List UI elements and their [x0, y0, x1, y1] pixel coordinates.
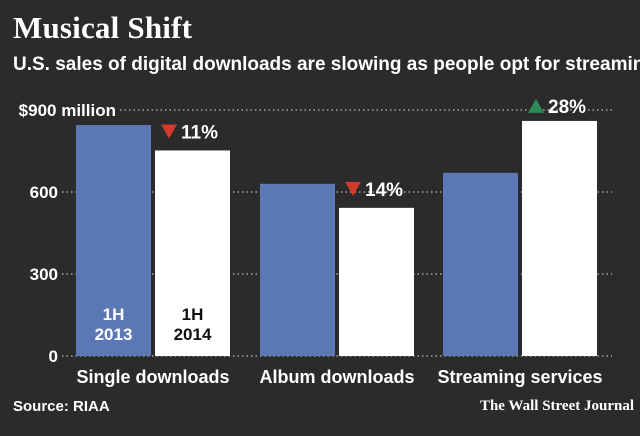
- change-label: 11%: [181, 122, 218, 143]
- source-note: Source: RIAA: [13, 398, 110, 415]
- bar-2014: [522, 120, 597, 356]
- publisher-credit: The Wall Street Journal: [479, 398, 634, 414]
- category-label: Album downloads: [260, 367, 415, 387]
- y-tick-label: 300: [30, 265, 58, 284]
- bar-2013: [260, 183, 335, 356]
- chart-subtitle: U.S. sales of digital downloads are slow…: [13, 54, 640, 75]
- series-label: 2014: [174, 325, 212, 344]
- y-tick-label: 600: [30, 183, 58, 202]
- series-label: 2013: [95, 325, 133, 344]
- series-label: 1H: [182, 305, 204, 324]
- bar-chart: $900 million 600 300 0 Single downloads Album…: [19, 97, 612, 387]
- category-label: Streaming services: [437, 367, 602, 387]
- change-label: 28%: [548, 97, 586, 118]
- down-arrow-icon: [161, 124, 177, 139]
- bar-2014: [339, 207, 414, 356]
- bar-2013: [443, 172, 518, 356]
- bar-2014: [155, 150, 230, 356]
- series-label: 1H: [103, 305, 125, 324]
- chart-title: Musical Shift: [13, 10, 193, 45]
- bar-2013: [76, 125, 151, 357]
- y-tick-label: 0: [49, 347, 58, 366]
- up-arrow-icon: [528, 98, 544, 113]
- change-label: 14%: [365, 180, 403, 201]
- down-arrow-icon: [345, 181, 361, 196]
- category-label: Single downloads: [76, 367, 229, 387]
- y-tick-label: $900 million: [19, 101, 116, 120]
